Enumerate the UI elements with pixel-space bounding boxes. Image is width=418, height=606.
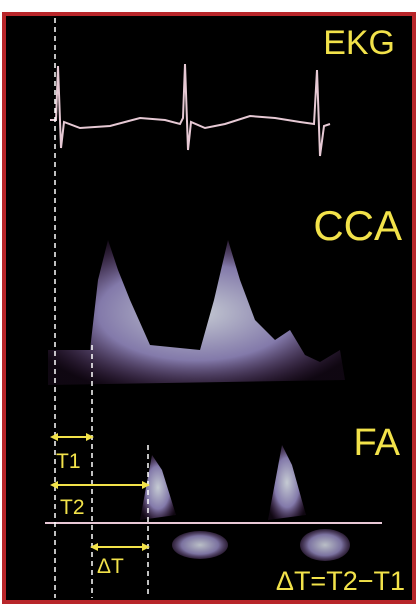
doppler-figure: EKG CCA FA T1 T2 ΔT ΔT=T2−T1 [0,0,418,606]
fa-reverse [300,529,350,561]
t1-label: T1 [56,450,81,473]
t2-label: T2 [60,496,85,519]
fa-reverse [172,531,228,559]
cca-label: CCA [313,202,402,249]
ekg-label: EKG [323,24,395,62]
delta-t-label: ΔT [97,555,124,578]
page: EKG CCA FA T1 T2 ΔT ΔT=T2−T1 (() => { co… [0,0,418,606]
formula-label: ΔT=T2−T1 [276,566,405,596]
fa-label: FA [354,422,401,464]
